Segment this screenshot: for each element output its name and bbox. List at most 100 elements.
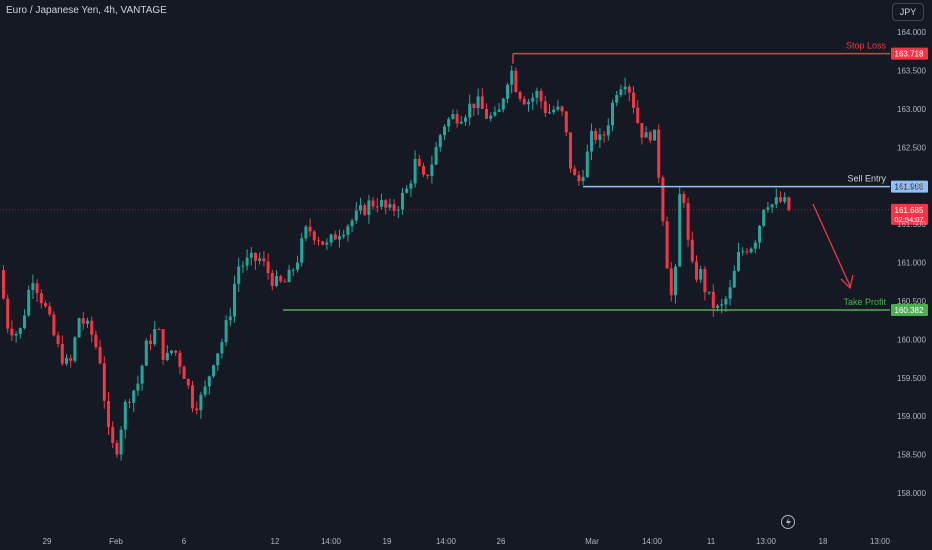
candle-body — [476, 96, 480, 109]
candle-body — [199, 394, 203, 411]
candle-body — [716, 305, 719, 308]
candle-body — [182, 366, 186, 379]
candle-body — [619, 89, 623, 95]
candle-body — [401, 192, 404, 210]
candle-body — [258, 258, 262, 261]
candle-body — [77, 318, 81, 338]
sell-entry-label: Sell Entry — [847, 174, 886, 184]
candle-body — [640, 123, 644, 138]
candle-body — [312, 231, 316, 241]
candle-body — [749, 248, 753, 253]
candle-body — [707, 291, 711, 293]
x-tick-label: 14:00 — [321, 537, 342, 546]
lightning-icon-bolt — [786, 517, 791, 527]
candle-body — [270, 273, 274, 286]
candle-body — [266, 261, 270, 274]
candle-body — [102, 363, 106, 401]
candle-body — [170, 350, 173, 353]
x-tick-label: 13:00 — [870, 537, 891, 546]
candle-body — [514, 70, 518, 92]
candle-body — [111, 427, 115, 443]
candle-body — [31, 283, 35, 291]
current-price-tag — [891, 203, 928, 225]
candle-body — [375, 206, 379, 208]
candle-body — [325, 242, 329, 245]
y-tick-label: 158.500 — [897, 451, 926, 460]
candle-body — [489, 115, 493, 119]
candle-body — [237, 266, 241, 284]
candle-body — [371, 200, 375, 207]
candle-body — [10, 328, 14, 336]
candle-body — [451, 114, 455, 119]
candle-body — [6, 298, 10, 329]
stop-loss-price-tag — [891, 47, 928, 60]
candle-body — [291, 269, 295, 271]
candle-body — [430, 164, 434, 177]
countdown-text: 02:54:07 — [894, 215, 923, 224]
candle-body — [186, 378, 190, 386]
candle-body — [661, 177, 665, 222]
arrow-shaft — [812, 203, 851, 287]
candle-body — [783, 197, 787, 202]
candle-body — [367, 200, 371, 215]
candle-body — [86, 320, 89, 324]
candle-body — [615, 94, 619, 103]
candle-body — [682, 193, 686, 203]
candle-body — [287, 269, 291, 283]
candle-body — [224, 320, 228, 343]
candle-body — [564, 111, 568, 133]
candle-body — [233, 283, 236, 317]
candle-body — [359, 205, 362, 211]
candle-body — [506, 84, 509, 99]
x-tick-label: 13:00 — [756, 537, 777, 546]
candle-body — [220, 342, 224, 354]
candle-body — [161, 329, 165, 360]
y-tick-label: 162.500 — [897, 143, 926, 152]
x-tick-label: 11 — [707, 537, 716, 546]
x-tick-label: Feb — [109, 537, 123, 546]
candle-body — [644, 132, 648, 138]
x-tick-label: 29 — [43, 537, 52, 546]
candle-body — [342, 234, 346, 237]
candle-body — [132, 390, 136, 403]
candle-body — [585, 151, 589, 178]
candle-body — [434, 147, 438, 165]
y-tick-label: 162.000 — [897, 182, 926, 191]
candle-body — [560, 106, 564, 112]
candle-body — [598, 134, 602, 140]
chart-title: Euro / Japanese Yen, 4h, VANTAGE — [6, 5, 167, 16]
candle-body — [195, 408, 199, 411]
candle-body — [531, 97, 535, 102]
candle-body — [745, 251, 749, 253]
candle-body — [724, 298, 728, 305]
x-tick-label: 6 — [182, 537, 187, 546]
candle-body — [543, 101, 547, 113]
candle-body — [317, 240, 320, 242]
candle-body — [455, 114, 459, 124]
y-tick-label: 161.500 — [897, 220, 926, 229]
candle-body — [35, 283, 39, 294]
candle-body — [766, 207, 770, 210]
candle-body — [405, 188, 409, 193]
candle-body — [94, 334, 98, 348]
candle-body — [623, 86, 627, 90]
candle-body — [333, 234, 337, 240]
candle-body — [657, 129, 661, 178]
candle-body — [107, 400, 110, 428]
currency-button[interactable]: JPY — [892, 3, 924, 21]
candle-body — [69, 358, 73, 361]
candle-body — [518, 91, 522, 99]
candle-body — [44, 303, 47, 307]
candle-body — [510, 70, 514, 85]
candle-body — [396, 209, 400, 211]
candle-body — [119, 429, 123, 455]
candle-body — [552, 109, 556, 113]
candle-body — [81, 318, 85, 324]
candle-body — [228, 316, 232, 321]
candle-body — [388, 204, 392, 208]
candle-body — [52, 314, 56, 336]
candle-body — [665, 221, 669, 269]
candle-body — [422, 166, 425, 175]
candle-body — [459, 121, 463, 124]
